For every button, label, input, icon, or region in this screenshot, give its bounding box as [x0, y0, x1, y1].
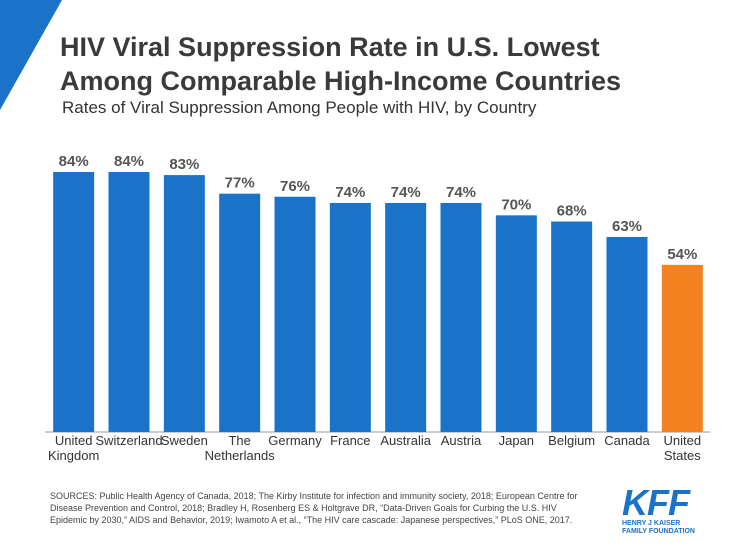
x-tick-label-box: Canada: [599, 433, 654, 448]
x-tick-label: Switzerland: [95, 433, 163, 448]
x-tick-label-box: Sweden: [157, 433, 212, 448]
value-label: 84%: [59, 153, 89, 170]
value-label: 74%: [446, 184, 476, 201]
x-tick-label-box: Australia: [378, 433, 433, 448]
chart-title: HIV Viral Suppression Rate in U.S. Lowes…: [60, 32, 622, 96]
value-label: 74%: [335, 184, 365, 201]
value-label: 63%: [612, 218, 642, 235]
x-tick-label-box: Switzerland: [95, 433, 162, 448]
x-tick-label: Japan: [498, 433, 535, 448]
logo: KFF HENRY J KAISER FAMILY FOUNDATION: [622, 482, 712, 536]
x-tick-label: Canada: [604, 433, 650, 448]
value-label: 54%: [667, 246, 697, 263]
bar: [551, 221, 593, 432]
x-tick-label: Germany: [268, 433, 322, 448]
value-label: 74%: [391, 184, 421, 201]
logo-mark: KFF: [622, 482, 690, 523]
sources-note: SOURCES: Public Health Agency of Canada,…: [50, 491, 578, 525]
x-tick-label-box: Japan: [489, 433, 544, 448]
x-tick-label: Sweden: [160, 433, 208, 448]
bar: [440, 202, 482, 432]
value-label: 83%: [169, 156, 199, 173]
value-label: 68%: [557, 203, 587, 220]
bar: [606, 237, 648, 432]
x-tick-label-box: Belgium: [544, 433, 599, 448]
x-tick-label: United States: [663, 433, 702, 463]
x-tick-label-box: Austria: [433, 433, 488, 448]
bar: [495, 215, 537, 432]
x-tick-label: United Kingdom: [48, 433, 100, 463]
bar: [108, 172, 150, 432]
bar: [53, 172, 95, 432]
value-label: 70%: [501, 196, 531, 213]
bar: [274, 196, 316, 432]
x-tick-label: Australia: [380, 433, 431, 448]
bar: [661, 264, 703, 432]
value-label: 76%: [280, 178, 310, 195]
x-tick-label-box: France: [323, 433, 378, 448]
bar: [219, 193, 261, 432]
chart-subtitle: Rates of Viral Suppression Among People …: [62, 98, 537, 117]
x-tick-label: France: [330, 433, 371, 448]
value-label: 77%: [225, 175, 255, 192]
bar: [329, 202, 371, 432]
value-label: 84%: [114, 153, 144, 170]
x-tick-label-box: United States: [655, 433, 710, 463]
x-tick-label-box: The Netherlands: [205, 433, 275, 463]
corner-accent: [0, 0, 62, 110]
x-tick-label: The Netherlands: [204, 433, 275, 463]
logo-subtitle: HENRY J KAISER FAMILY FOUNDATION: [622, 520, 695, 535]
x-tick-label: Austria: [440, 433, 482, 448]
x-tick-label-box: Germany: [267, 433, 322, 448]
bar: [163, 175, 205, 432]
bar: [385, 202, 427, 432]
x-tick-label-box: United Kingdom: [46, 433, 101, 463]
x-tick-label: Belgium: [548, 433, 596, 448]
